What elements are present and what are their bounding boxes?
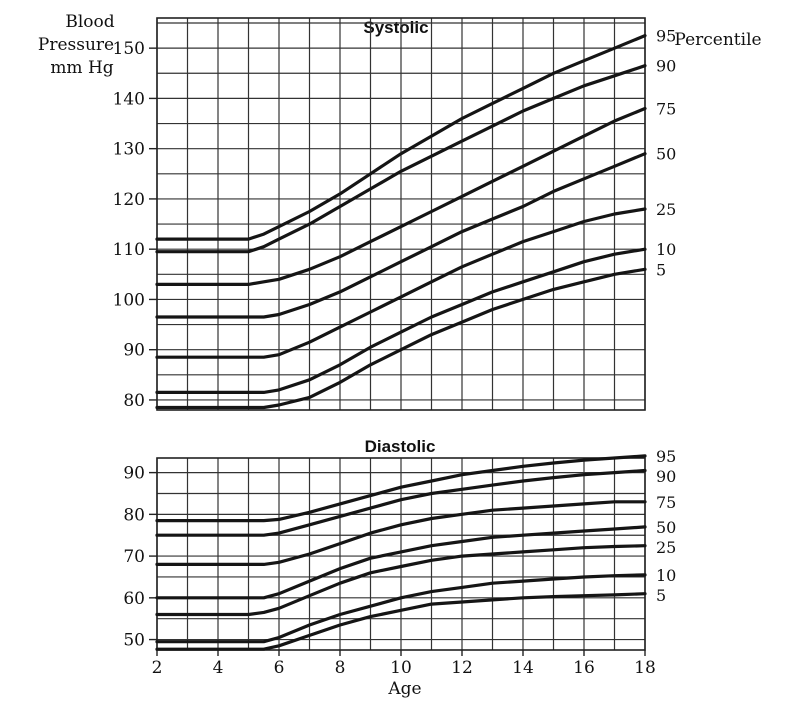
diastolic-xtick-label-8: 8 (335, 658, 346, 678)
diastolic-curve-p75 (155, 500, 647, 566)
y-axis-label-line-3: mm Hg (50, 58, 113, 78)
systolic-curve-p95 (155, 34, 647, 241)
diastolic-percentile-label-5: 5 (656, 586, 666, 605)
systolic-ytick-label-100: 100 (113, 290, 145, 310)
systolic-percentile-label-10: 10 (656, 240, 676, 259)
diastolic-percentile-label-75: 75 (656, 493, 676, 512)
diastolic-curve-p5 (155, 592, 647, 651)
systolic-curve-p50 (155, 152, 647, 319)
diastolic-xtick-label-18: 18 (634, 658, 656, 678)
systolic-ytick-label-140: 140 (113, 89, 145, 109)
systolic-percentile-label-25: 25 (656, 200, 676, 219)
systolic-curve-p10 (155, 247, 647, 394)
systolic-curve-p90 (155, 64, 647, 254)
diastolic-xtick-label-10: 10 (390, 658, 412, 678)
diastolic-xtick-label-6: 6 (274, 658, 285, 678)
diastolic-xtick-label-4: 4 (213, 658, 224, 678)
diastolic-curve-p95 (155, 454, 647, 523)
diastolic-curve-p25 (155, 544, 647, 617)
systolic-panel: 80 90 100 110 120 130 140 150 95 90 75 50 25 105 (113, 17, 676, 411)
systolic-ytick-label-150: 150 (113, 39, 145, 59)
diastolic-percentile-label-95: 95 (656, 447, 676, 466)
systolic-curve-p5 (155, 267, 647, 410)
systolic-percentile-label-50: 50 (656, 145, 676, 164)
systolic-title: Systolic (363, 18, 428, 37)
diastolic-ytick-label-60: 60 (123, 589, 145, 609)
systolic-plot-frame (156, 17, 646, 411)
systolic-ytick-label-130: 130 (113, 140, 145, 160)
systolic-percentile-label-5: 5 (656, 260, 666, 279)
systolic-ytick-label-120: 120 (113, 190, 145, 210)
systolic-curve-p75 (155, 106, 647, 286)
diastolic-title: Diastolic (365, 437, 436, 456)
systolic-percentile-label-95: 95 (656, 27, 676, 46)
diastolic-curve-p10 (155, 573, 647, 644)
systolic-percentile-label-90: 90 (656, 57, 676, 76)
y-axis-label-line-2: Pressure (38, 35, 114, 55)
diastolic-xtick-label-16: 16 (573, 658, 595, 678)
percentile-header: Percentile (674, 30, 761, 50)
systolic-percentile-label-75: 75 (656, 99, 676, 118)
diastolic-percentile-label-50: 50 (656, 518, 676, 537)
diastolic-ytick-label-70: 70 (123, 547, 145, 567)
y-axis-label-line-1: Blood (65, 12, 114, 32)
diastolic-xtick-label-14: 14 (512, 658, 534, 678)
diastolic-percentile-label-90: 90 (656, 467, 676, 486)
diastolic-xtick-label-12: 12 (451, 658, 473, 678)
diastolic-xtick-label-2: 2 (152, 658, 163, 678)
diastolic-curve-p50 (155, 525, 647, 600)
diastolic-ytick-label-80: 80 (123, 505, 145, 525)
systolic-ytick-label-110: 110 (113, 240, 145, 260)
diastolic-percentile-label-25: 25 (656, 538, 676, 557)
diastolic-curve-p90 (155, 468, 647, 537)
systolic-curve-p25 (155, 207, 647, 359)
systolic-ytick-label-80: 80 (123, 391, 145, 411)
x-axis-title: Age (387, 679, 421, 699)
diastolic-ytick-label-50: 50 (123, 631, 145, 651)
diastolic-ytick-label-90: 90 (123, 464, 145, 484)
diastolic-percentile-label-10: 10 (656, 566, 676, 585)
systolic-ytick-label-90: 90 (123, 341, 145, 361)
